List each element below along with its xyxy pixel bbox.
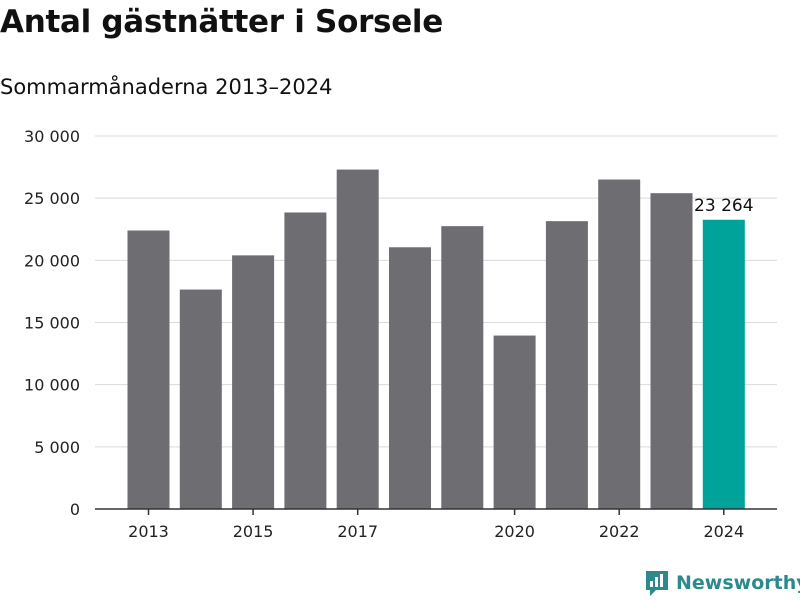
x-tick-label: 2022 [599,522,640,541]
y-tick-label: 25 000 [24,189,80,208]
brand-name: Newsworthy [676,572,800,594]
y-tick-label: 10 000 [24,376,80,395]
bar [389,247,431,510]
bar [441,226,484,509]
x-tick-label: 2015 [233,522,274,541]
x-tick-label: 2017 [337,522,378,541]
bar [650,193,693,509]
bar [702,219,745,510]
y-tick-label: 30 000 [24,127,80,146]
y-tick-label: 0 [70,500,80,519]
y-tick-label: 15 000 [24,314,80,333]
bar [179,289,222,509]
x-tick-label: 2020 [494,522,535,541]
bar [545,221,588,509]
x-tick-label: 2013 [128,522,169,541]
chart-title: Antal gästnätter i Sorsele [0,4,443,40]
y-tick-label: 20 000 [24,251,80,270]
x-tick-label: 2024 [703,522,744,541]
bar [598,179,641,509]
bar [284,212,327,509]
bar [127,230,170,509]
y-tick-label: 5 000 [34,438,80,457]
chart-subtitle: Sommarmånaderna 2013–2024 [0,75,333,99]
data-label: 23 264 [694,196,753,216]
bar [336,169,379,509]
newsworthy-logo-icon [646,571,668,596]
brand-logo: Newsworthy [644,569,800,597]
bar [493,335,536,509]
bar [232,255,275,509]
